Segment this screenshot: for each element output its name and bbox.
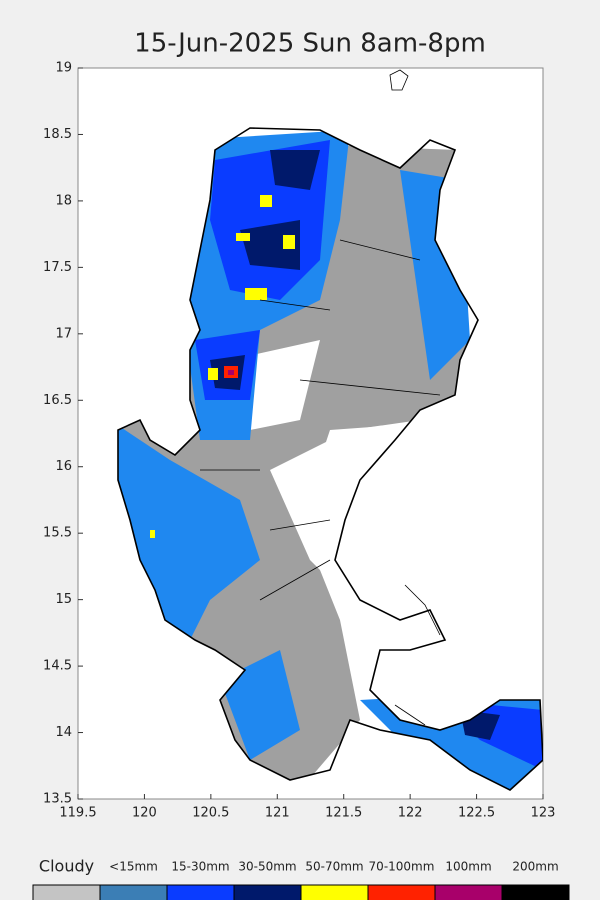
legend-label: 70-100mm [369,860,435,874]
legend-label: 30-50mm [238,860,296,874]
y-tick-label: 18.5 [43,127,72,142]
map-title: 15-Jun-2025 Sun 8am-8pm [134,29,486,59]
legend-swatch [233,884,302,900]
y-tick-label: 14 [55,725,72,740]
boundaries [200,69,441,726]
legend-label: 15-30mm [171,860,229,874]
rain-light [118,130,543,790]
legend-label: 50-70mm [305,860,363,874]
y-tick-label: 15 [55,592,72,607]
coastline [117,127,543,791]
y-tick-label: 16.5 [43,393,72,408]
legend-label: <15mm [109,860,158,874]
x-tick-label: 120 [132,806,157,821]
legend-swatch [99,884,168,900]
x-tick-label: 119.5 [59,806,96,821]
y-tick-label: 19 [55,61,72,76]
rain-extreme [228,370,234,375]
x-tick-label: 123 [531,806,556,821]
y-tick-label: 13.5 [43,792,72,807]
y-tick-label: 16 [55,459,72,474]
x-tick-label: 122.5 [458,806,495,821]
x-tick-label: 120.5 [192,806,229,821]
y-tick-label: 17.5 [43,260,72,275]
legend-label: Cloudy [39,857,94,876]
axis-ticks: 119.5 120 120.5 121 121.5 122 122.5 123 13.5 14 14… [43,61,555,821]
x-tick-label: 121.5 [325,806,362,821]
legend-swatch [300,884,369,900]
rain-moderate [195,140,543,770]
legend-swatch [501,884,570,900]
y-tick-label: 17 [55,326,72,341]
legend-label: 200mm [512,860,558,874]
y-tick-label: 15.5 [43,526,72,541]
y-tick-label: 14.5 [43,659,72,674]
x-tick-label: 121 [265,806,290,821]
legend-label: 100mm [445,860,491,874]
y-tick-label: 18 [55,193,72,208]
legend-swatch [367,884,436,900]
legend-swatch [434,884,503,900]
legend-swatch [166,884,235,900]
x-tick-label: 122 [398,806,423,821]
map-content [117,69,543,791]
legend-swatch [32,884,101,900]
legend: Cloudy <15mm 15-30mm 30-50mm 50-70mm 70-100mm… [32,857,570,900]
